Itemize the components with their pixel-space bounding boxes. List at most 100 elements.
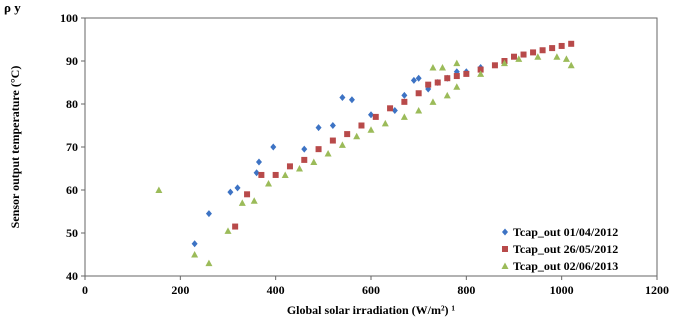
y-tick-label: 80 [66,97,78,111]
x-tick-label: 1000 [550,283,574,297]
data-point-square [434,79,441,86]
data-point-triangle [224,227,232,234]
data-point-triangle [205,259,213,267]
data-point-triangle [500,59,508,67]
x-tick-label: 1200 [645,283,669,297]
y-tick-label: 60 [66,183,78,197]
data-point-square [491,62,498,69]
data-point-square [568,40,575,47]
data-point-triangle [477,70,485,77]
data-point-square [425,81,432,88]
cropped-header-fragment: ρ y [4,0,21,15]
data-point-square [315,146,322,153]
y-tick-label: 70 [66,140,78,154]
x-tick-label: 800 [457,283,475,297]
data-point-diamond [315,124,322,132]
data-point-triangle [310,158,318,166]
data-point-square [244,191,251,198]
data-point-diamond [401,91,408,99]
data-point-square [530,49,537,56]
data-point-triangle [534,53,542,60]
data-point-square [329,137,336,144]
data-point-triangle [250,197,258,204]
data-marks [155,40,575,267]
y-tick-label: 100 [60,11,78,25]
data-point-triangle [453,83,461,90]
data-point-square [549,45,556,52]
data-point-triangle [562,55,570,62]
data-point-triangle [353,132,361,140]
x-tick-label: 400 [267,283,285,297]
data-point-square [301,156,308,163]
data-point-triangle [400,113,408,120]
data-point-diamond [368,111,374,119]
y-tick-label: 40 [66,269,78,283]
data-point-diamond [234,184,241,192]
data-point-diamond [339,94,346,102]
legend-entry: Tcap_out 02/06/2013 [513,259,618,273]
data-point-triangle [281,171,289,178]
legend-marker-diamond [502,228,508,236]
data-point-square [372,113,379,120]
data-point-square [477,66,484,73]
axes: 0 200 400 600 800 1000 1200 40 50 60 70 80 90 100 [60,11,669,297]
data-point-diamond [191,240,198,248]
data-point-square [286,163,293,170]
data-point-triangle [515,55,523,62]
data-point-triangle [381,119,389,127]
data-point-diamond [301,145,308,153]
data-point-triangle [238,199,246,206]
data-point-triangle [191,251,199,258]
data-point-diamond [415,74,422,82]
data-point-triangle [439,63,446,71]
data-point-square [358,122,365,129]
data-point-triangle [367,126,375,133]
data-point-square [415,90,422,97]
y-tick-label: 50 [66,226,78,240]
x-tick-label: 0 [82,283,88,297]
data-point-diamond [255,158,262,166]
data-point-triangle [415,106,423,114]
legend-marker-triangle [501,262,509,269]
data-point-square [539,47,546,54]
data-point-square [258,171,265,178]
data-point-diamond [391,106,398,114]
data-point-diamond [270,143,277,151]
data-point-triangle [567,61,575,69]
data-point-triangle [324,149,332,157]
data-point-triangle [429,98,437,105]
data-point-square [232,223,239,230]
data-point-triangle [296,165,303,172]
data-point-diamond [253,169,260,177]
data-point-square [558,42,565,49]
data-point-square [511,53,517,60]
data-point-diamond [205,210,212,218]
data-point-triangle [155,186,163,193]
data-point-diamond [348,96,355,104]
legend-entry: Tcap_out 01/04/2012 [513,225,618,239]
data-point-square [520,51,527,58]
data-point-square [453,73,460,80]
legend: Tcap_out 01/04/2012 Tcap_out 26/05/2012 Tc… [501,225,618,273]
data-point-triangle [429,63,437,71]
data-point-square [401,98,408,105]
x-tick-label: 600 [362,283,380,297]
data-point-diamond [227,188,234,196]
legend-entry: Tcap_out 26/05/2012 [513,242,618,256]
data-point-diamond [329,122,336,129]
data-point-square [387,105,394,112]
data-point-triangle [443,91,451,99]
data-point-square [272,171,279,178]
data-point-diamond [410,76,417,84]
data-point-triangle [338,141,346,148]
y-tick-label: 90 [66,54,78,68]
legend-marker-square [502,246,508,252]
data-point-triangle [553,53,561,60]
x-tick-label: 200 [171,283,189,297]
data-point-triangle [265,180,273,187]
data-point-square [463,70,470,77]
data-point-square [444,75,451,82]
y-axis-label: Sensor output temperature (°C) [8,66,22,229]
data-point-square [344,131,351,138]
